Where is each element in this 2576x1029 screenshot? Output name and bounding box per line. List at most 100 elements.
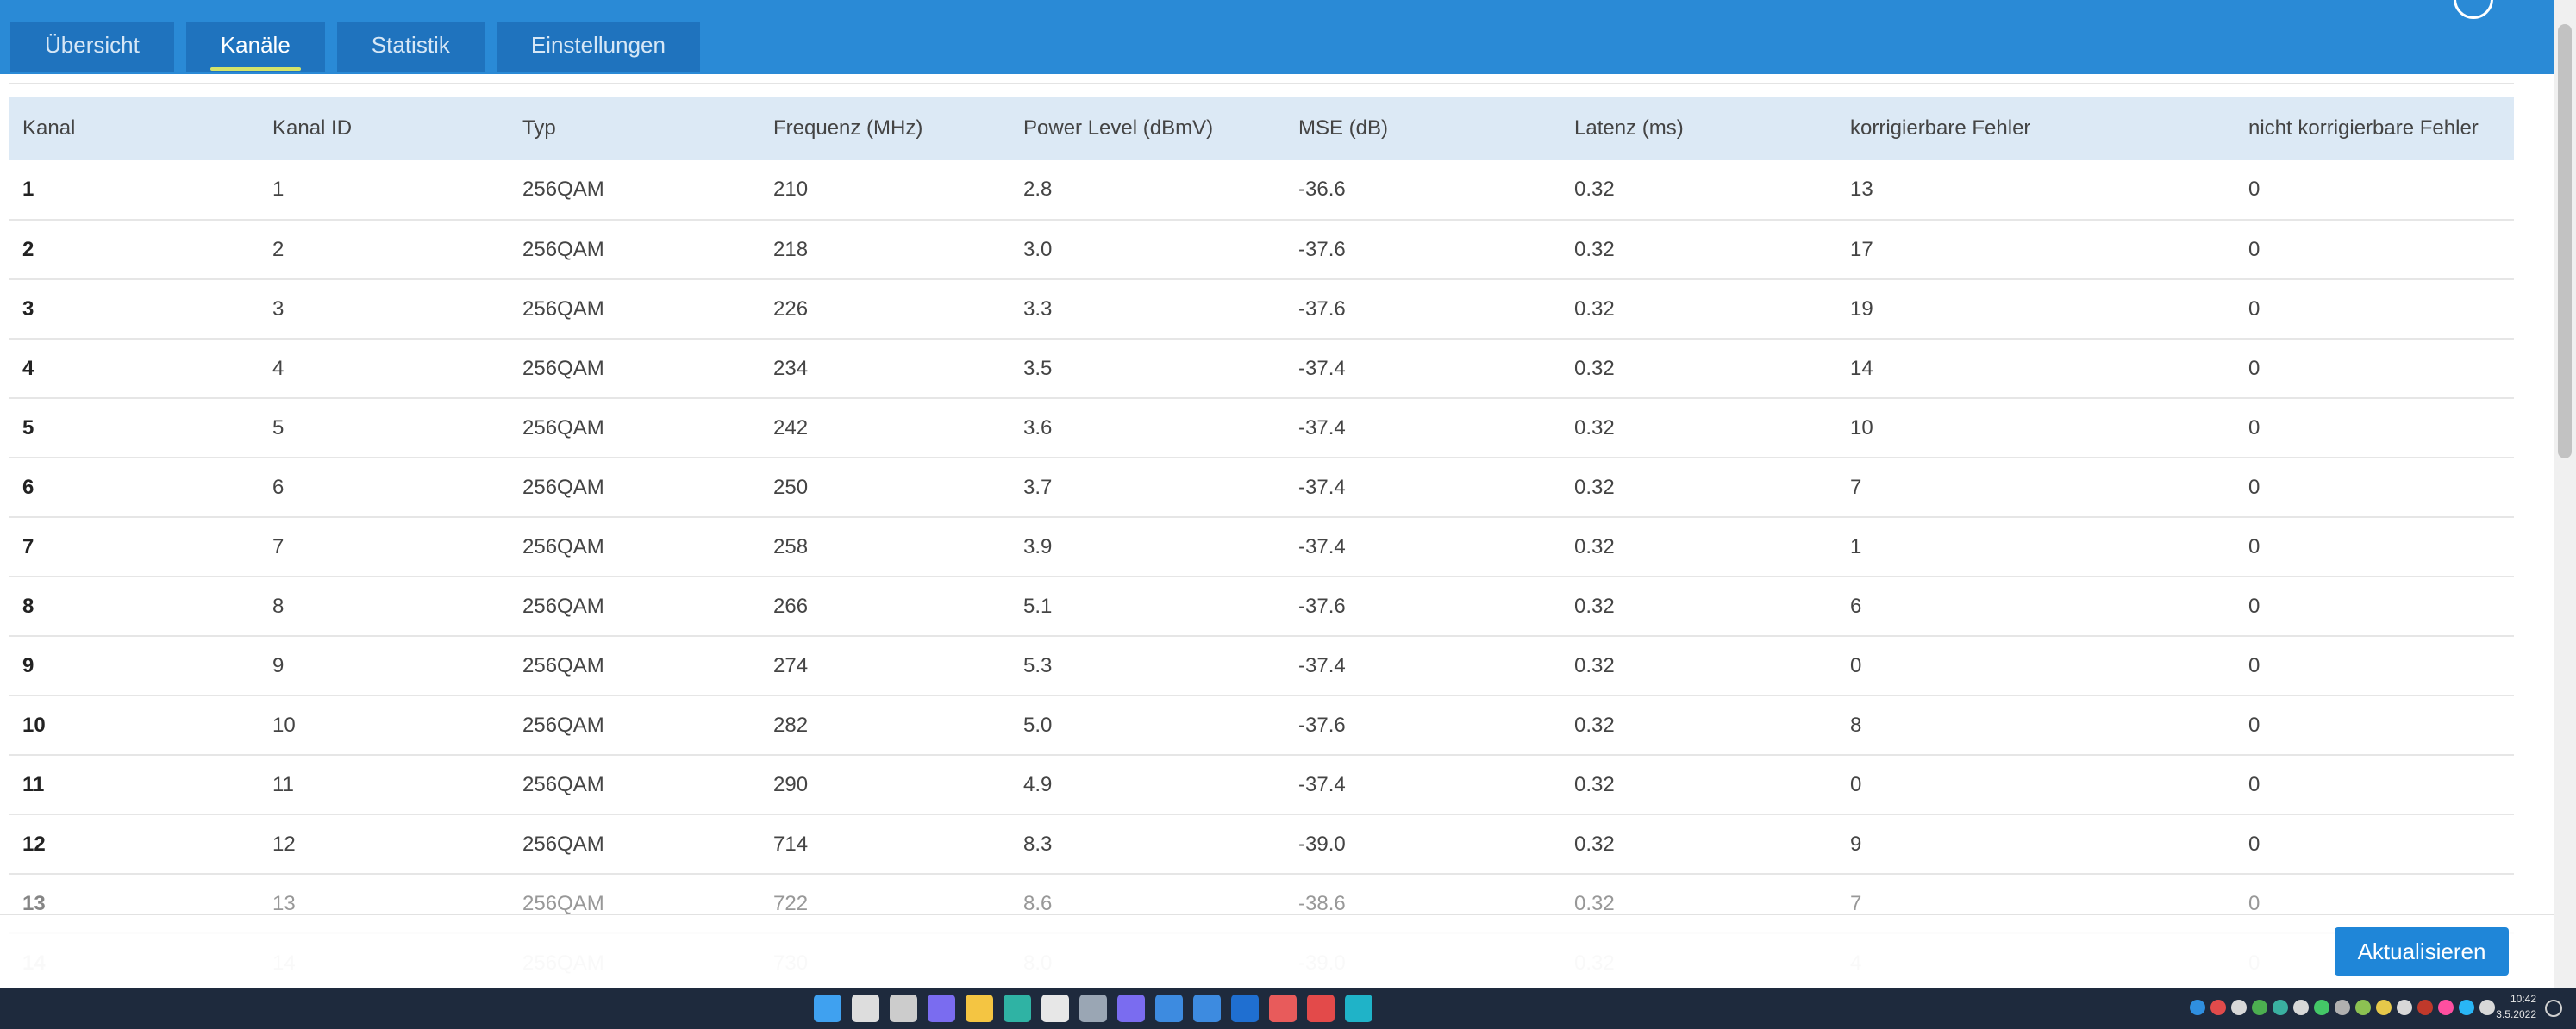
tray-app-pink-icon[interactable]	[2438, 1000, 2454, 1015]
mail-badge-icon[interactable]	[1193, 995, 1221, 1022]
table-cell: 0.32	[1574, 713, 1615, 737]
table-cell: -37.6	[1298, 296, 1346, 321]
table-row: 4 4 256QAM 234 3.5 -37.4 0.32 14 0	[9, 339, 2514, 398]
table-cell: 7	[22, 534, 34, 558]
table-cell: 0	[2248, 296, 2260, 321]
tab-uebersicht[interactable]: Übersicht	[10, 22, 174, 72]
table-cell: -39.0	[1298, 832, 1346, 856]
notification-icon[interactable]	[2545, 1000, 2562, 1017]
table-cell: 3.7	[1023, 475, 1053, 499]
table-cell: 11	[272, 772, 294, 796]
table-cell: 0.32	[1574, 415, 1615, 440]
table-cell: 6	[272, 475, 284, 499]
table-cell: 256QAM	[522, 237, 604, 261]
table-cell: 0.32	[1574, 296, 1615, 321]
channel-table: Kanal Kanal ID Typ Frequenz (MHz) Power Leve…	[9, 97, 2514, 988]
table-cell: 0.32	[1574, 832, 1615, 856]
help-icon[interactable]	[2454, 0, 2493, 19]
tray-app-red-icon[interactable]	[2210, 1000, 2226, 1015]
file-explorer-icon[interactable]	[966, 995, 993, 1022]
app-q-icon[interactable]	[1345, 995, 1372, 1022]
table-cell: 256QAM	[522, 772, 604, 796]
scrollbar-thumb[interactable]	[2558, 24, 2572, 458]
table-row: 10 10 256QAM 282 5.0 -37.6 0.32 8 0	[9, 695, 2514, 755]
table-cell: 3.5	[1023, 356, 1053, 380]
outlook-icon[interactable]	[1231, 995, 1259, 1022]
save-app-icon[interactable]	[1117, 995, 1145, 1022]
table-cell: 12	[22, 832, 46, 856]
column-header: Typ	[522, 116, 556, 140]
table-cell: 3	[22, 296, 34, 321]
table-cell: 9	[272, 653, 284, 677]
column-header: Kanal ID	[272, 116, 353, 140]
tray-app-darkred-icon[interactable]	[2417, 1000, 2433, 1015]
store-icon[interactable]	[1041, 995, 1069, 1022]
mail-icon[interactable]	[1155, 995, 1183, 1022]
table-cell: -36.6	[1298, 178, 1346, 201]
table-row: 1 1 256QAM 210 2.8 -36.6 0.32 13 0	[9, 160, 2514, 220]
table-row: 9 9 256QAM 274 5.3 -37.4 0.32 0 0	[9, 636, 2514, 695]
table-cell: 0.32	[1574, 772, 1615, 796]
table-cell: 14	[1850, 356, 1873, 380]
table-cell: 0	[2248, 237, 2260, 261]
tab-list: Übersicht Kanäle Statistik Einstellungen	[10, 22, 700, 72]
settings-icon[interactable]	[1079, 995, 1107, 1022]
volume-icon[interactable]	[2479, 1000, 2495, 1015]
table-cell: 242	[773, 415, 809, 440]
active-app-icon[interactable]	[1307, 995, 1335, 1022]
search-icon[interactable]	[852, 995, 879, 1022]
aktualisieren-button[interactable]: Aktualisieren	[2335, 927, 2509, 976]
network-icon[interactable]	[2397, 1000, 2412, 1015]
tray-app-yellow-icon[interactable]	[2376, 1000, 2392, 1015]
table-cell: 722	[773, 891, 809, 915]
tray-app-green2-icon[interactable]	[2314, 1000, 2329, 1015]
table-cell: 11	[22, 772, 45, 796]
table-cell: 3.3	[1023, 296, 1053, 321]
task-view-icon[interactable]	[890, 995, 917, 1022]
table-cell: 256QAM	[522, 653, 604, 677]
table-cell: 0.32	[1574, 594, 1615, 618]
tray-app-gray-icon[interactable]	[2335, 1000, 2350, 1015]
table-cell: 1	[272, 178, 284, 201]
tray-app-blue-icon[interactable]	[2190, 1000, 2205, 1015]
table-cell: 714	[773, 832, 809, 856]
table-row: 7 7 256QAM 258 3.9 -37.4 0.32 1 0	[9, 517, 2514, 577]
table-cell: 8	[1850, 713, 1862, 737]
table-cell: 3.6	[1023, 415, 1053, 440]
table-cell: 19	[1850, 296, 1873, 321]
table-cell: 0	[2248, 534, 2260, 558]
table-cell: 0.32	[1574, 534, 1615, 558]
wifi-icon[interactable]	[2293, 1000, 2309, 1015]
game-icon[interactable]	[1269, 995, 1297, 1022]
table-cell: 0	[1850, 772, 1862, 796]
table-cell: 256QAM	[522, 534, 604, 558]
onedrive-icon[interactable]	[2231, 1000, 2247, 1015]
tray-app-green-icon[interactable]	[2252, 1000, 2267, 1015]
tray-app-teal-icon[interactable]	[2273, 1000, 2288, 1015]
table-cell: 256QAM	[522, 415, 604, 440]
tab-kanaele[interactable]: Kanäle	[185, 22, 325, 72]
table-cell: 3	[272, 296, 284, 321]
table-cell: 10	[22, 713, 46, 737]
top-navigation-bar: Übersicht Kanäle Statistik Einstellungen	[0, 0, 2554, 74]
system-tray	[2190, 1000, 2495, 1015]
table-cell: 0	[2248, 415, 2260, 440]
tab-statistik[interactable]: Statistik	[336, 22, 485, 72]
table-cell: 266	[773, 594, 809, 618]
tray-app-cyan-icon[interactable]	[2459, 1000, 2474, 1015]
column-header: nicht korrigierbare Fehler	[2248, 116, 2479, 140]
column-header: Latenz (ms)	[1574, 116, 1684, 140]
clock-date: 3.5.2022	[2496, 1008, 2536, 1020]
windows-start-icon[interactable]	[814, 995, 841, 1022]
tab-einstellungen[interactable]: Einstellungen	[496, 22, 700, 72]
table-cell: 7	[272, 534, 284, 558]
edge-icon[interactable]	[1004, 995, 1031, 1022]
taskbar-clock[interactable]: 10:42 3.5.2022	[2493, 991, 2536, 1022]
chat-icon[interactable]	[928, 995, 955, 1022]
vertical-scrollbar[interactable]	[2554, 0, 2576, 988]
table-cell: -37.4	[1298, 534, 1346, 558]
table-cell: 0	[2248, 772, 2260, 796]
tray-app-lime-icon[interactable]	[2355, 1000, 2371, 1015]
table-header-row: Kanal Kanal ID Typ Frequenz (MHz) Power Leve…	[9, 97, 2514, 160]
column-header: Kanal	[22, 116, 76, 140]
